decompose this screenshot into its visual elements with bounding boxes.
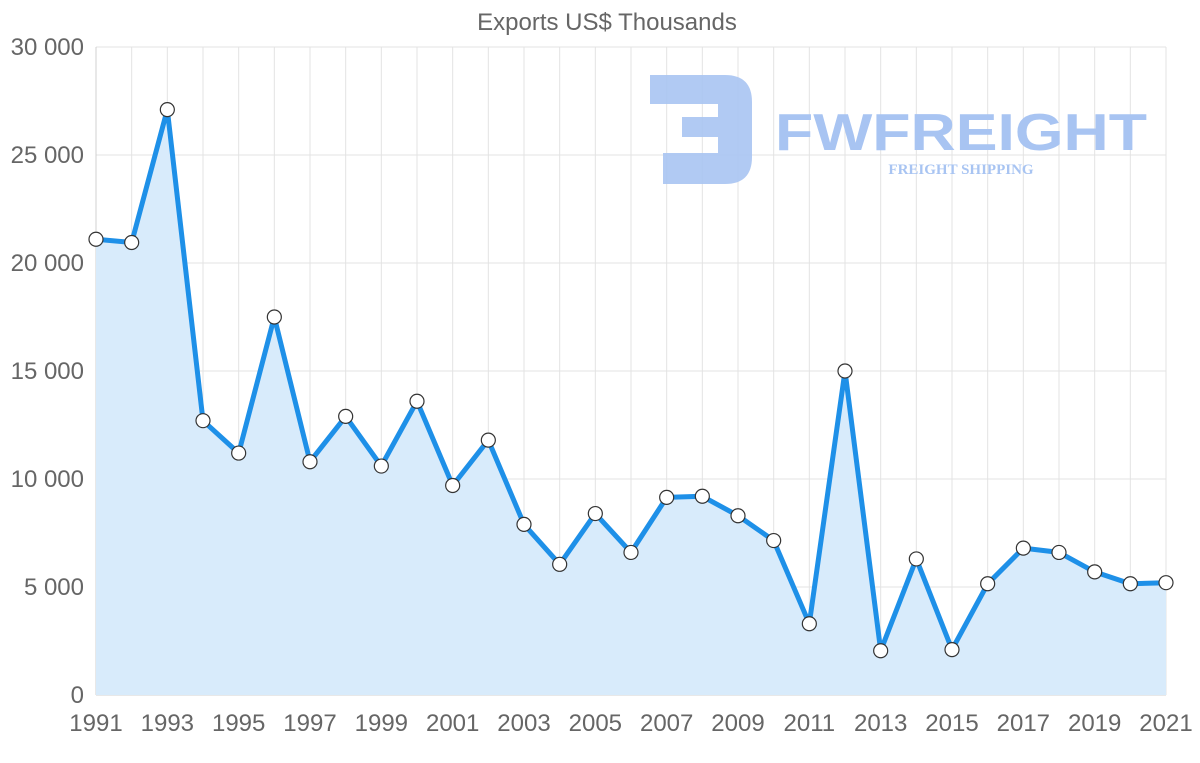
data-point-1992 bbox=[124, 234, 140, 251]
y-tick-label: 20 000 bbox=[11, 250, 84, 277]
x-tick-label: 1995 bbox=[212, 710, 265, 737]
data-point-2003 bbox=[516, 516, 532, 532]
x-tick-label: 2009 bbox=[711, 710, 764, 737]
data-point-2020 bbox=[1122, 576, 1138, 592]
data-point-1991 bbox=[88, 231, 104, 247]
data-point-1999 bbox=[373, 458, 389, 474]
data-point-2004 bbox=[552, 556, 568, 572]
data-point-2008 bbox=[694, 488, 710, 504]
data-point-1998 bbox=[338, 408, 354, 424]
x-tick-label: 1991 bbox=[69, 710, 122, 737]
y-tick-label: 25 000 bbox=[11, 142, 84, 169]
data-point-2013 bbox=[873, 643, 889, 659]
x-tick-label: 2015 bbox=[925, 710, 978, 737]
data-point-1996 bbox=[266, 309, 282, 325]
fwfreight-logo-icon bbox=[650, 75, 752, 184]
data-point-2009 bbox=[730, 508, 746, 524]
data-point-1994 bbox=[195, 413, 211, 429]
x-tick-label: 1999 bbox=[355, 710, 408, 737]
data-point-2011 bbox=[801, 616, 817, 632]
series-area-fill bbox=[96, 109, 1166, 696]
series-layer bbox=[88, 102, 1174, 696]
data-point-2018 bbox=[1051, 544, 1067, 561]
fwfreight-watermark: FWFREIGHT FREIGHT SHIPPING bbox=[650, 75, 1147, 184]
data-point-2019 bbox=[1087, 564, 1103, 580]
watermark-brand-text: FWFREIGHT bbox=[775, 104, 1147, 162]
data-point-2016 bbox=[980, 576, 996, 592]
data-point-1993 bbox=[159, 102, 175, 118]
data-point-2012 bbox=[837, 363, 853, 379]
x-tick-label: 2001 bbox=[426, 710, 479, 737]
data-point-2021 bbox=[1158, 575, 1174, 591]
data-point-2007 bbox=[659, 489, 675, 505]
data-point-2014 bbox=[908, 551, 924, 567]
y-tick-label: 15 000 bbox=[11, 358, 84, 385]
data-point-1995 bbox=[231, 445, 247, 461]
y-tick-label: 10 000 bbox=[11, 466, 84, 493]
data-point-2005 bbox=[587, 505, 603, 522]
x-tick-label: 1997 bbox=[283, 710, 336, 737]
data-point-2006 bbox=[623, 544, 639, 561]
chart-title: Exports US$ Thousands bbox=[477, 9, 737, 36]
x-tick-label: 2017 bbox=[997, 710, 1050, 737]
x-tick-label: 2003 bbox=[497, 710, 550, 737]
x-tick-label: 2011 bbox=[784, 710, 836, 737]
x-tick-label: 1993 bbox=[141, 710, 194, 737]
x-tick-label: 2013 bbox=[854, 710, 907, 737]
data-point-2010 bbox=[766, 532, 782, 549]
data-point-2001 bbox=[445, 477, 461, 494]
data-point-2017 bbox=[1015, 540, 1031, 556]
data-point-2015 bbox=[944, 642, 960, 658]
y-tick-label: 5 000 bbox=[24, 574, 84, 601]
data-point-1997 bbox=[302, 454, 318, 470]
x-tick-label: 2007 bbox=[640, 710, 693, 737]
x-tick-label: 2005 bbox=[569, 710, 622, 737]
y-axis-labels: 0 5 000 10 000 15 000 20 000 25 000 30 000 bbox=[11, 34, 84, 709]
x-tick-label: 2019 bbox=[1068, 710, 1121, 737]
x-axis-labels: 1991 1993 1995 1997 1999 2001 2003 2005 2007 2009… bbox=[69, 710, 1192, 737]
y-tick-label: 0 bbox=[71, 682, 84, 709]
data-point-2000 bbox=[409, 393, 425, 409]
y-tick-label: 30 000 bbox=[11, 34, 84, 61]
watermark-tagline-text: FREIGHT SHIPPING bbox=[888, 162, 1033, 178]
x-tick-label: 2021 bbox=[1139, 710, 1192, 737]
data-point-2002 bbox=[480, 432, 496, 448]
